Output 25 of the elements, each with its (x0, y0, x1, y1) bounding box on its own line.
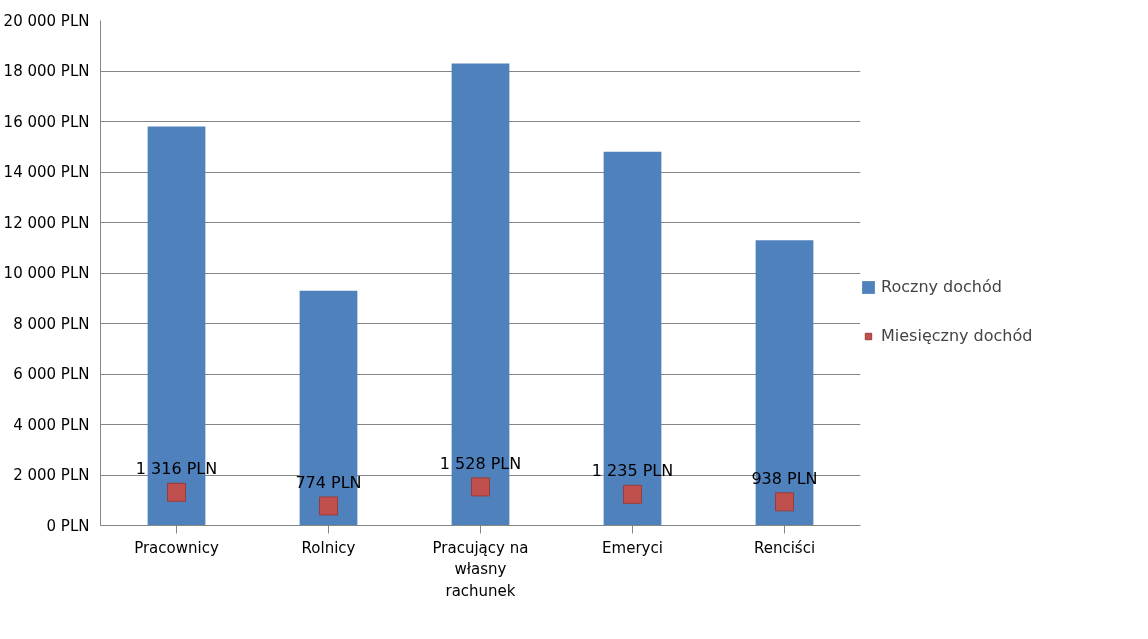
y-tick-label: 16 000 PLN (3, 112, 90, 131)
y-tick-label: 4 000 PLN (13, 415, 90, 434)
x-tick-label: Pracownicy (134, 538, 219, 557)
point (471, 477, 490, 497)
point (775, 492, 794, 512)
point (623, 484, 642, 504)
x-tick-label: Renciści (753, 538, 816, 557)
y-tick-label: 12 000 PLN (3, 213, 90, 232)
y-tick-label: 20 000 PLN (3, 11, 90, 30)
y-tick-label: 8 000 PLN (13, 314, 90, 333)
x-tick-label: Emeryci (602, 538, 663, 557)
point (319, 496, 338, 516)
y-tick-label: 6 000 PLN (13, 365, 90, 383)
y-tick-label: 18 000 PLN (3, 62, 90, 80)
x-tick-label: Pracujący na własny rachunek (432, 538, 529, 600)
y-tick-label: 2 000 PLN (13, 466, 90, 484)
legend-label: Miesięczny dochód (881, 326, 1033, 345)
legend-label: Roczny dochód (881, 277, 1002, 296)
x-tick-label: Rolnicy (301, 538, 356, 557)
y-tick-label: 10 000 PLN (3, 264, 90, 282)
data-label: 1 235 PLN (591, 461, 674, 481)
point (167, 482, 186, 502)
y-tick-label: 14 000 PLN (3, 163, 90, 181)
y-tick-label: 0 PLN (46, 516, 90, 535)
data-label: 938 PLN (751, 468, 818, 488)
